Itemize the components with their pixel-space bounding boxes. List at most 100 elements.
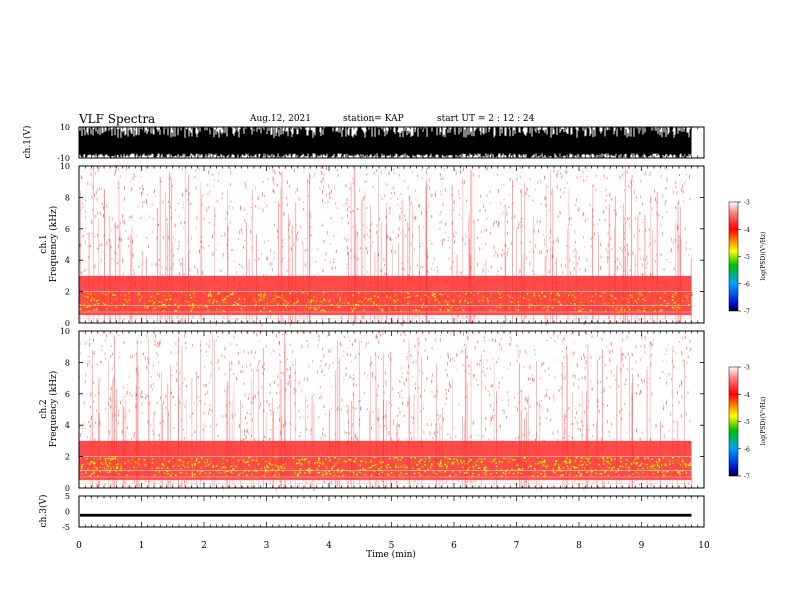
spec-speckle <box>506 212 508 217</box>
spec-speckle <box>444 403 446 406</box>
spec-speckle <box>490 367 492 370</box>
spec-speckle <box>495 361 497 364</box>
spec-speckle <box>525 408 527 411</box>
spec-speckle <box>153 482 155 486</box>
spec-speckle <box>560 187 562 192</box>
spec-band-speckle <box>254 299 256 302</box>
spec-band-speckle <box>280 297 282 299</box>
spec-band-speckle <box>511 301 513 303</box>
spec-band-speckle <box>219 302 221 305</box>
spec-speckle <box>509 177 511 181</box>
spec-speckle <box>90 392 92 395</box>
spec-speckle <box>203 217 205 221</box>
spec-speckle <box>465 395 467 399</box>
spec-band-speckle <box>323 291 325 294</box>
spec-band-speckle <box>452 299 455 301</box>
spec-speckle <box>155 334 157 338</box>
spec-speckle <box>561 350 563 352</box>
spec-band-speckle <box>376 300 378 302</box>
spec-speckle <box>542 274 544 277</box>
spec-band-speckle <box>293 302 296 305</box>
spec-speckle <box>376 169 378 173</box>
spec-speckle <box>557 438 559 443</box>
spec-speckle <box>183 437 185 440</box>
spec-speckle <box>305 275 307 277</box>
spec-speckle <box>243 382 245 385</box>
spec-band-speckle <box>124 301 126 304</box>
spec-speckle <box>615 379 617 381</box>
spec-speckle <box>585 344 587 347</box>
spec-speckle <box>197 375 199 378</box>
spec-band-speckle <box>223 310 225 312</box>
spec-speckle <box>174 404 176 406</box>
spec-speckle <box>267 178 269 180</box>
spec-band-speckle <box>657 471 659 473</box>
spec-band-speckle <box>660 294 663 297</box>
spec-speckle <box>320 436 322 440</box>
spec-speckle <box>639 318 641 321</box>
spec-speckle <box>689 198 691 200</box>
spec-speckle <box>557 335 559 339</box>
spec-band-speckle <box>81 466 83 468</box>
spec-speckle <box>408 350 410 352</box>
spec-band-speckle <box>395 464 397 467</box>
spec-speckle <box>292 425 294 427</box>
spec-speckle <box>92 208 94 211</box>
spec-band-speckle <box>497 305 499 307</box>
spec-speckle <box>649 437 651 442</box>
spec-speckle <box>564 375 566 378</box>
spec-speckle <box>264 435 266 439</box>
spec-speckle <box>309 175 311 179</box>
spec-speckle <box>366 408 368 411</box>
spec-speckle <box>93 193 95 198</box>
spec-speckle <box>682 190 684 194</box>
spec-band-speckle <box>87 468 89 471</box>
spec-speckle <box>274 172 276 174</box>
spec-speckle <box>595 189 597 191</box>
spec-band-speckle <box>527 299 530 301</box>
spec-band-speckle <box>420 298 422 301</box>
spec-band-speckle <box>497 292 500 294</box>
spec-band-speckle <box>551 299 554 301</box>
spec-speckle <box>178 241 180 245</box>
spec-band-speckle <box>462 295 465 298</box>
spec-band-speckle <box>528 306 531 308</box>
spec-band-speckle <box>174 310 176 312</box>
spec-speckle <box>502 409 504 411</box>
spec-speckle <box>357 437 359 442</box>
spec-speckle <box>147 394 149 398</box>
spec-speckle <box>96 198 98 201</box>
spec-speckle <box>373 316 375 319</box>
spec-band-speckle <box>557 292 559 295</box>
spec-band-speckle <box>163 465 165 468</box>
spec-band-speckle <box>545 295 548 298</box>
spec-speckle <box>519 175 521 179</box>
spec-band-speckle <box>87 305 89 307</box>
spec-band-speckle <box>369 300 372 303</box>
spec-band-speckle <box>271 300 274 303</box>
spec-band-speckle <box>432 292 434 295</box>
spec-band-speckle <box>272 297 275 300</box>
spec-band-speckle <box>358 302 360 305</box>
spec-speckle <box>213 224 215 227</box>
spec-band-speckle <box>671 295 674 298</box>
spec-band-speckle <box>248 300 250 302</box>
spec-speckle <box>318 334 320 337</box>
spec-speckle <box>640 180 642 183</box>
spec-speckle <box>469 479 471 484</box>
spec-speckle <box>224 372 226 376</box>
spec-band-speckle <box>310 301 313 303</box>
spec-speckle <box>429 239 431 241</box>
spec-speckle <box>151 263 153 266</box>
spec-speckle <box>187 240 189 243</box>
spec-speckle <box>120 237 122 242</box>
spec-speckle <box>563 365 565 368</box>
spec-speckle <box>225 217 227 221</box>
spec-speckle <box>108 238 110 242</box>
spec-speckle <box>458 193 460 196</box>
spec-speckle <box>183 227 185 229</box>
spec-speckle <box>79 375 81 377</box>
spec-speckle <box>460 217 462 219</box>
spec-speckle <box>154 189 156 192</box>
spec-band-speckle <box>531 301 534 304</box>
